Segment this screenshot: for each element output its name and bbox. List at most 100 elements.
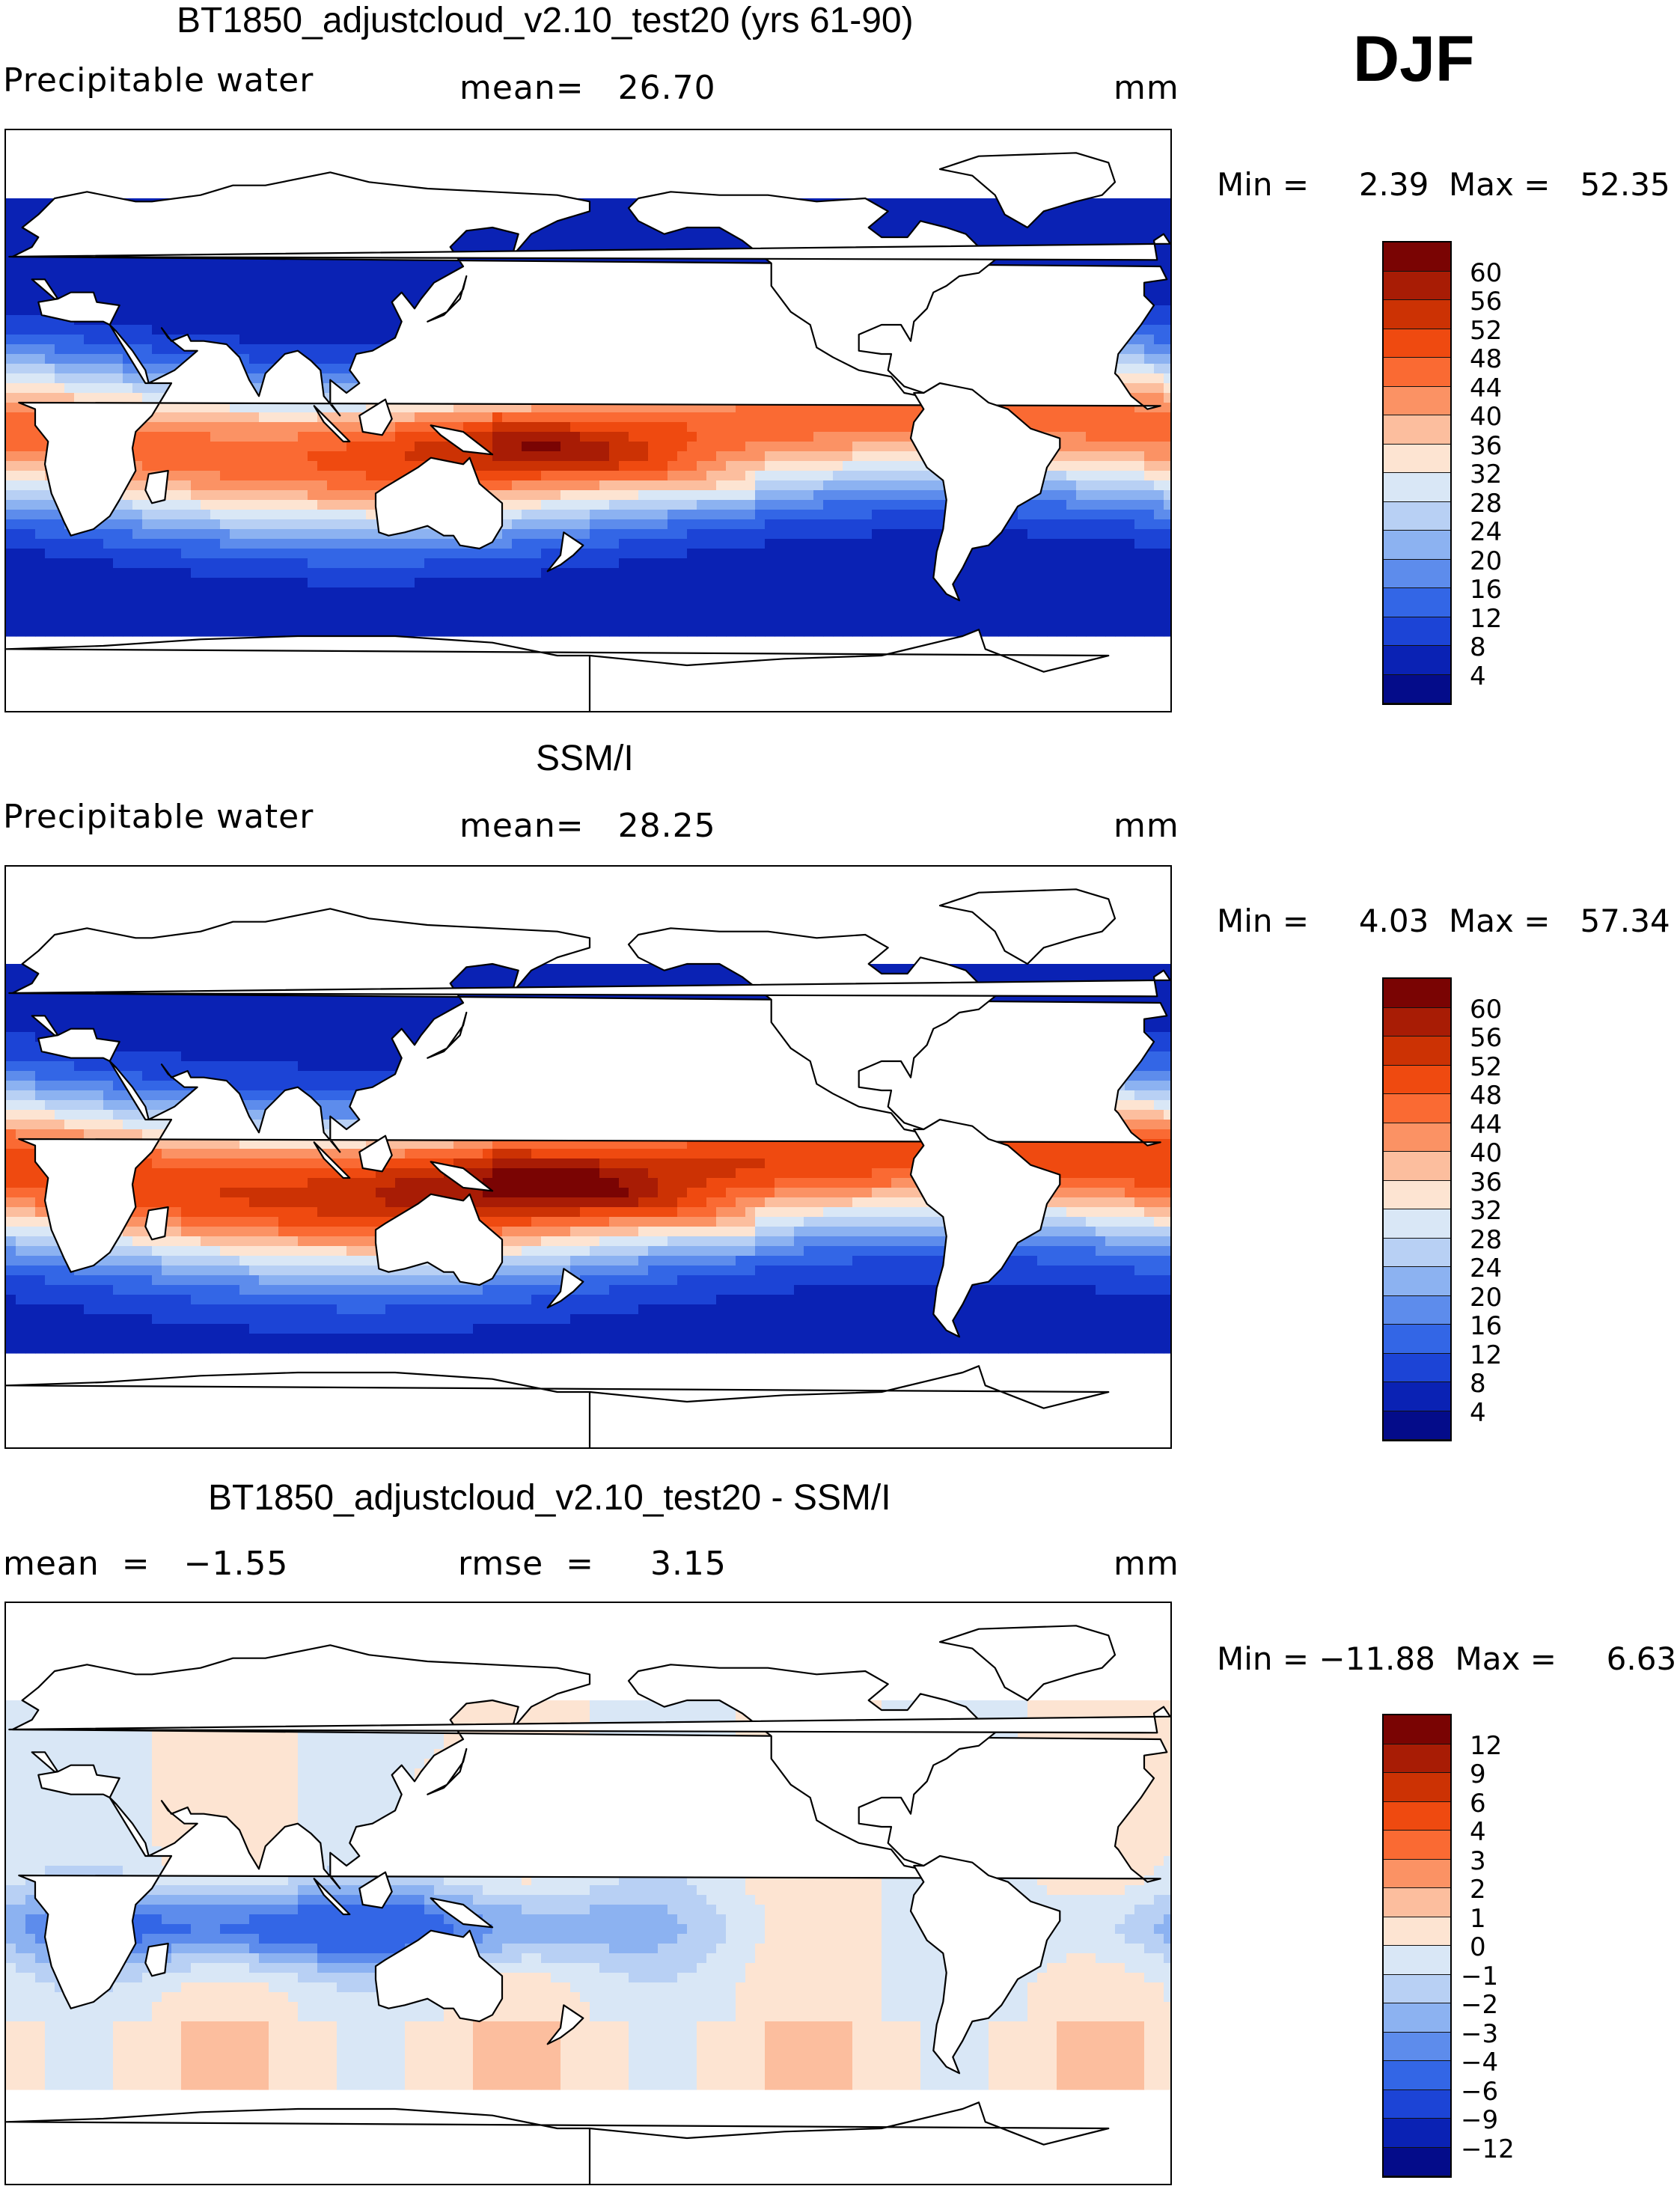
map-cell — [726, 490, 736, 501]
map-cell — [512, 597, 522, 608]
map-cell — [687, 480, 697, 491]
map-cell — [813, 549, 824, 559]
map-cell — [823, 412, 834, 423]
map-cell — [317, 325, 328, 335]
map-cell — [745, 568, 756, 578]
map-cell — [152, 354, 162, 364]
map-cell — [502, 597, 513, 608]
map-cell — [862, 451, 873, 462]
map-cell — [317, 461, 328, 471]
map-cell — [989, 228, 999, 238]
map-cell — [269, 597, 279, 608]
map-cell — [249, 344, 260, 355]
map-cell — [16, 257, 26, 267]
map-cell — [901, 578, 911, 588]
map-cell — [366, 529, 376, 540]
map-cell — [512, 422, 522, 433]
map-cell — [531, 403, 542, 413]
map-cell — [395, 403, 406, 413]
map-cell — [677, 578, 688, 588]
map-cell — [1037, 549, 1048, 559]
map-cell — [580, 237, 590, 248]
map-cell — [142, 432, 153, 442]
map-cell — [1164, 344, 1170, 355]
map-cell — [668, 442, 678, 452]
map-cell — [522, 568, 532, 578]
panel-1-units: mm — [1114, 69, 1179, 107]
map-cell — [716, 568, 727, 578]
map-cell — [337, 325, 347, 335]
map-cell — [930, 198, 941, 209]
map-cell — [745, 519, 756, 530]
map-cell — [74, 257, 85, 267]
map-cell — [191, 597, 201, 608]
map-cell — [230, 519, 240, 530]
map-cell — [1144, 442, 1155, 452]
map-cell — [911, 451, 921, 462]
map-cell — [560, 228, 571, 238]
map-cell — [697, 237, 707, 248]
map-cell — [376, 335, 386, 345]
map-cell — [162, 276, 172, 287]
map-cell — [1164, 198, 1170, 209]
map-cell — [25, 257, 36, 267]
map-cell — [629, 539, 639, 549]
map-cell — [16, 490, 26, 501]
map-cell — [346, 286, 357, 296]
map-cell — [1057, 461, 1067, 471]
map-cell — [668, 539, 678, 549]
map-cell — [376, 442, 386, 452]
map-cell — [395, 597, 406, 608]
map-cell — [483, 549, 493, 559]
map-cell — [1144, 578, 1155, 588]
map-cell — [804, 461, 814, 471]
map-cell — [376, 549, 386, 559]
map-cell — [755, 539, 766, 549]
map-cell — [376, 471, 386, 481]
map-cell — [210, 403, 221, 413]
map-cell — [911, 529, 921, 540]
map-cell — [1105, 480, 1116, 491]
map-cell — [755, 422, 766, 433]
map-cell — [794, 578, 804, 588]
map-cell — [308, 461, 318, 471]
map-cell — [16, 549, 26, 559]
map-cell — [1134, 412, 1145, 423]
map-cell — [278, 266, 289, 277]
map-cell — [920, 480, 931, 491]
map-cell — [619, 198, 629, 209]
map-cell — [687, 451, 697, 462]
map-cell — [308, 296, 318, 306]
map-cell — [123, 296, 133, 306]
map-cell — [745, 539, 756, 549]
map-cell — [745, 480, 756, 491]
map-cell — [706, 237, 717, 248]
map-cell — [726, 510, 736, 520]
map-cell — [308, 451, 318, 462]
map-cell — [843, 549, 853, 559]
map-cell — [1164, 432, 1170, 442]
map-cell — [609, 568, 620, 578]
map-cell — [570, 558, 581, 569]
map-cell — [113, 529, 123, 540]
map-cell — [813, 587, 824, 598]
map-cell — [677, 510, 688, 520]
map-cell — [512, 471, 522, 481]
map-cell — [239, 412, 250, 423]
map-cell — [171, 568, 182, 578]
map-cell — [346, 305, 357, 316]
map-cell — [210, 510, 221, 520]
map-cell — [162, 257, 172, 267]
map-cell — [668, 510, 678, 520]
map-cell — [473, 597, 483, 608]
map-cell — [6, 500, 16, 510]
map-cell — [629, 578, 639, 588]
map-cell — [687, 228, 697, 238]
map-cell — [181, 325, 192, 335]
map-cell — [1154, 480, 1164, 491]
map-cell — [512, 412, 522, 423]
map-cell — [1154, 568, 1164, 578]
map-cell — [784, 500, 795, 510]
map-cell — [619, 549, 629, 559]
map-cell — [1134, 480, 1145, 491]
